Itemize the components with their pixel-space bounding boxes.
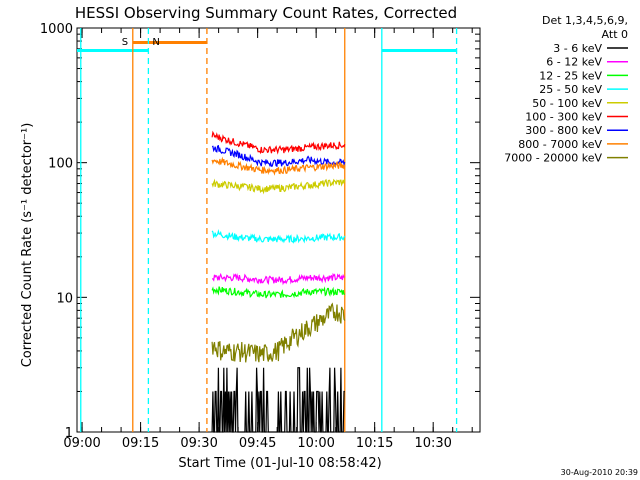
- series-line-8: [211, 302, 346, 363]
- plot-frame: [76, 27, 481, 433]
- series-line-3: [211, 228, 346, 244]
- legend-label-6: 300 - 800 keV: [525, 124, 602, 137]
- series-line-5: [211, 130, 346, 155]
- annotation-label-n: N: [152, 37, 159, 48]
- series-line-2: [211, 286, 345, 299]
- series-line-4: [211, 178, 346, 195]
- legend-label-3: 25 - 50 keV: [539, 83, 602, 96]
- y-tick-label: 100: [48, 157, 73, 172]
- legend-label-4: 50 - 100 keV: [532, 97, 602, 110]
- y-axis-label: Corrected Count Rate (s⁻¹ detector⁻¹): [20, 123, 35, 368]
- legend-label-8: 7000 - 20000 keV: [504, 152, 602, 165]
- series-line-0: [211, 367, 345, 433]
- annotation-label-s: S: [122, 37, 128, 48]
- x-tick-label: 09:15: [122, 436, 159, 451]
- series-line-7: [211, 156, 346, 176]
- legend-label-7: 800 - 7000 keV: [518, 138, 602, 151]
- x-tick-label: 10:30: [414, 436, 451, 451]
- y-tick-label: 1000: [40, 22, 73, 37]
- y-tick-label: 1: [65, 426, 73, 441]
- timestamp: 30-Aug-2010 20:39: [561, 468, 638, 477]
- series-line-6: [211, 144, 346, 168]
- plot-area: 1 10 100 1000 09:00 09:15 09:30 09:45 10:00 10:15…: [40, 22, 481, 451]
- x-tick-label: 10:00: [297, 436, 334, 451]
- legend-label-1: 6 - 12 keV: [546, 56, 602, 69]
- x-tick-label: 10:15: [356, 436, 393, 451]
- legend-label-0: 3 - 6 keV: [553, 42, 602, 55]
- legend-label-2: 12 - 25 keV: [539, 69, 602, 82]
- x-axis-label: Start Time (01-Jul-10 08:58:42): [178, 456, 381, 471]
- series-line-1: [211, 272, 345, 286]
- x-tick-label: 09:00: [63, 436, 100, 451]
- x-tick-label: 09:45: [239, 436, 276, 451]
- legend-header-1: Det 1,3,4,5,6,9,: [542, 14, 628, 27]
- legend-label-5: 100 - 300 keV: [525, 111, 602, 124]
- y-tick-label: 10: [56, 291, 73, 306]
- x-tick-label: 09:30: [180, 436, 217, 451]
- legend-header-2: Att 0: [602, 28, 628, 41]
- chart-title: HESSI Observing Summary Count Rates, Cor…: [75, 4, 457, 22]
